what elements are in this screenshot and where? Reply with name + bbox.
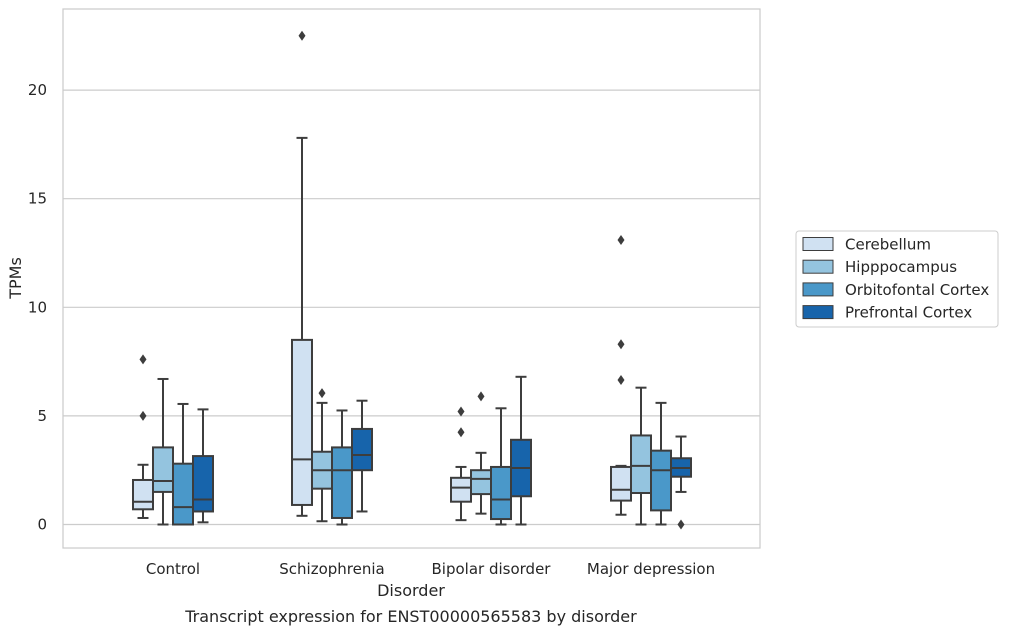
box-orbitofontal-cortex: [331, 409, 353, 526]
y-tick-label: 5: [37, 407, 47, 425]
box-body: [291, 338, 313, 506]
outlier-point: [677, 519, 685, 530]
x-tick-labels: Control Schizophrenia Bipolar disorder Majo…: [146, 560, 715, 578]
outlier-point: [477, 391, 485, 402]
box-hipppocampus: [152, 377, 174, 526]
outlier-point: [318, 388, 326, 399]
legend-label: Hipppocampus: [845, 258, 957, 276]
box-cerebellum: [450, 406, 472, 522]
x-tick-label: Control: [146, 560, 200, 578]
box-body: [470, 469, 492, 496]
outlier-point: [617, 375, 625, 386]
legend-swatch: [802, 237, 834, 251]
box-body: [152, 446, 174, 493]
box-prefrontal-cortex: [192, 408, 214, 524]
box-body: [610, 465, 632, 502]
box-body: [490, 465, 512, 521]
box-body: [450, 476, 472, 503]
box-cerebellum: [132, 354, 154, 519]
legend: Cerebellum Hipppocampus Orbitofontal Corte…: [795, 230, 999, 328]
legend-frame: [795, 230, 999, 328]
box-body: [351, 427, 373, 472]
box-orbitofontal-cortex: [172, 402, 194, 526]
plot-frame: [62, 8, 761, 549]
box-hipppocampus: [470, 391, 492, 515]
legend-items: Cerebellum Hipppocampus Orbitofontal Corte…: [802, 236, 989, 322]
legend-swatch: [802, 282, 834, 297]
y-axis-label: TPMs: [6, 257, 25, 300]
x-tick-label: Schizophrenia: [279, 560, 384, 578]
box-hipppocampus: [311, 388, 333, 523]
x-tick-label: Major depression: [587, 560, 715, 578]
y-tick-label: 10: [28, 298, 47, 316]
outlier-point: [617, 234, 625, 245]
outlier-point: [457, 406, 465, 417]
box-hipppocampus: [630, 386, 652, 526]
outlier-point: [457, 427, 465, 438]
box-prefrontal-cortex: [351, 399, 373, 513]
box-body: [172, 462, 194, 526]
box-cerebellum: [610, 234, 632, 516]
legend-label: Prefrontal Cortex: [845, 304, 972, 322]
outlier-point: [139, 354, 147, 365]
legend-label: Orbitofontal Cortex: [845, 281, 989, 299]
box-cerebellum: [291, 30, 313, 517]
box-plot-marks: [132, 30, 692, 530]
y-tick-label: 0: [37, 516, 47, 534]
box-orbitofontal-cortex: [490, 407, 512, 526]
box-body: [132, 478, 154, 511]
chart-caption: Transcript expression for ENST0000056558…: [184, 607, 637, 626]
outlier-point: [139, 410, 147, 421]
box-orbitofontal-cortex: [650, 401, 672, 526]
y-tick-label: 15: [28, 190, 47, 208]
outlier-point: [298, 30, 306, 41]
outlier-point: [617, 339, 625, 350]
box-body: [331, 446, 353, 519]
x-tick-label: Bipolar disorder: [432, 560, 552, 578]
x-axis-label: Disorder: [377, 581, 445, 600]
legend-label: Cerebellum: [845, 236, 931, 254]
box-body: [630, 434, 652, 495]
box-body: [192, 455, 214, 513]
box-prefrontal-cortex: [670, 435, 692, 530]
box-body: [650, 449, 672, 512]
y-tick-labels: 0 5 10 15 20: [28, 81, 47, 533]
box-prefrontal-cortex: [510, 375, 532, 526]
y-tick-label: 20: [28, 81, 47, 99]
legend-swatch: [802, 259, 834, 274]
legend-swatch: [802, 305, 834, 320]
